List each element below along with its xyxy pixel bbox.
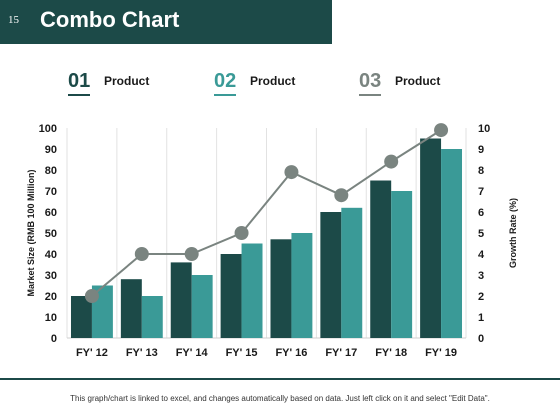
bar-series-2 <box>191 275 213 338</box>
x-tick-label: FY' 14 <box>176 347 209 359</box>
slide-number: 15 <box>8 14 19 26</box>
growth-rate-point <box>284 165 299 180</box>
bar-series-1 <box>320 212 342 338</box>
bar-series-1 <box>270 239 292 338</box>
x-tick-label: FY' 13 <box>126 347 158 359</box>
legend-number: 03 <box>359 70 382 96</box>
y2-axis-title: Growth Rate (%) <box>508 198 518 268</box>
growth-rate-point <box>184 247 199 261</box>
growth-rate-point <box>84 289 99 303</box>
y-tick-label: 30 <box>45 270 57 282</box>
y2-tick-label: 6 <box>478 207 484 219</box>
y2-tick-label: 8 <box>478 165 484 177</box>
x-tick-label: FY' 19 <box>425 347 457 359</box>
y-tick-label: 90 <box>45 144 57 156</box>
bar-series-1 <box>170 262 192 338</box>
y2-tick-label: 5 <box>478 228 484 240</box>
growth-rate-point <box>434 123 449 138</box>
x-tick-label: FY' 15 <box>226 347 258 359</box>
y2-tick-label: 0 <box>478 333 484 345</box>
y-tick-label: 10 <box>45 312 57 324</box>
y2-tick-label: 4 <box>478 249 485 261</box>
y2-tick-label: 9 <box>478 144 484 156</box>
growth-rate-line <box>91 129 442 297</box>
x-tick-label: FY' 16 <box>275 347 307 359</box>
y-tick-label: 0 <box>51 333 57 345</box>
growth-rate-point <box>334 188 349 203</box>
y2-tick-label: 3 <box>478 270 484 282</box>
y-tick-label: 80 <box>45 165 57 177</box>
bar-series-1 <box>70 296 92 338</box>
x-tick-label: FY' 17 <box>325 347 357 359</box>
y-tick-label: 70 <box>45 186 57 198</box>
growth-rate-point <box>134 247 149 261</box>
title-bar: 15 Combo Chart <box>0 0 332 44</box>
bar-series-2 <box>341 207 363 338</box>
growth-rate-point <box>234 226 249 240</box>
y-tick-label: 100 <box>39 123 57 135</box>
y-tick-label: 40 <box>45 249 57 261</box>
combo-chart: 0 10 20 30 40 50 60 70 80 90 100 0 1 2 3 4 5 6 7 8 9 10 FY' 12… <box>26 123 518 359</box>
growth-rate-point <box>384 154 399 169</box>
y2-tick-label: 2 <box>478 291 484 303</box>
bar-series-2 <box>241 243 263 338</box>
y-tick-label: 60 <box>45 207 57 219</box>
y-axis-title: Market Size (RMB 100 Million) <box>26 169 36 296</box>
legend-label: Product <box>395 74 441 88</box>
bar-series-2 <box>141 296 163 338</box>
bar-series-1 <box>120 279 142 338</box>
y-tick-label: 20 <box>45 291 57 303</box>
y-tick-label: 50 <box>45 228 57 240</box>
y2-tick-label: 7 <box>478 186 484 198</box>
legend-number: 01 <box>68 70 91 96</box>
y2-tick-label: 10 <box>478 123 490 135</box>
x-tick-label: FY' 12 <box>76 347 108 359</box>
legend-number: 02 <box>214 70 237 96</box>
legend-label: Product <box>104 74 150 88</box>
bar-series-2 <box>291 233 313 338</box>
legend-label: Product <box>250 74 296 88</box>
divider <box>0 378 560 380</box>
x-tick-label: FY' 18 <box>375 347 407 359</box>
footnote: This graph/chart is linked to excel, and… <box>70 394 490 403</box>
bar-series-2 <box>391 191 413 338</box>
slide-title: Combo Chart <box>40 7 180 32</box>
bar-series-2 <box>441 149 463 338</box>
bar-series-1 <box>370 180 392 338</box>
bar-series-1 <box>420 138 442 338</box>
bar-series-1 <box>220 254 242 338</box>
y2-tick-label: 1 <box>478 312 484 324</box>
